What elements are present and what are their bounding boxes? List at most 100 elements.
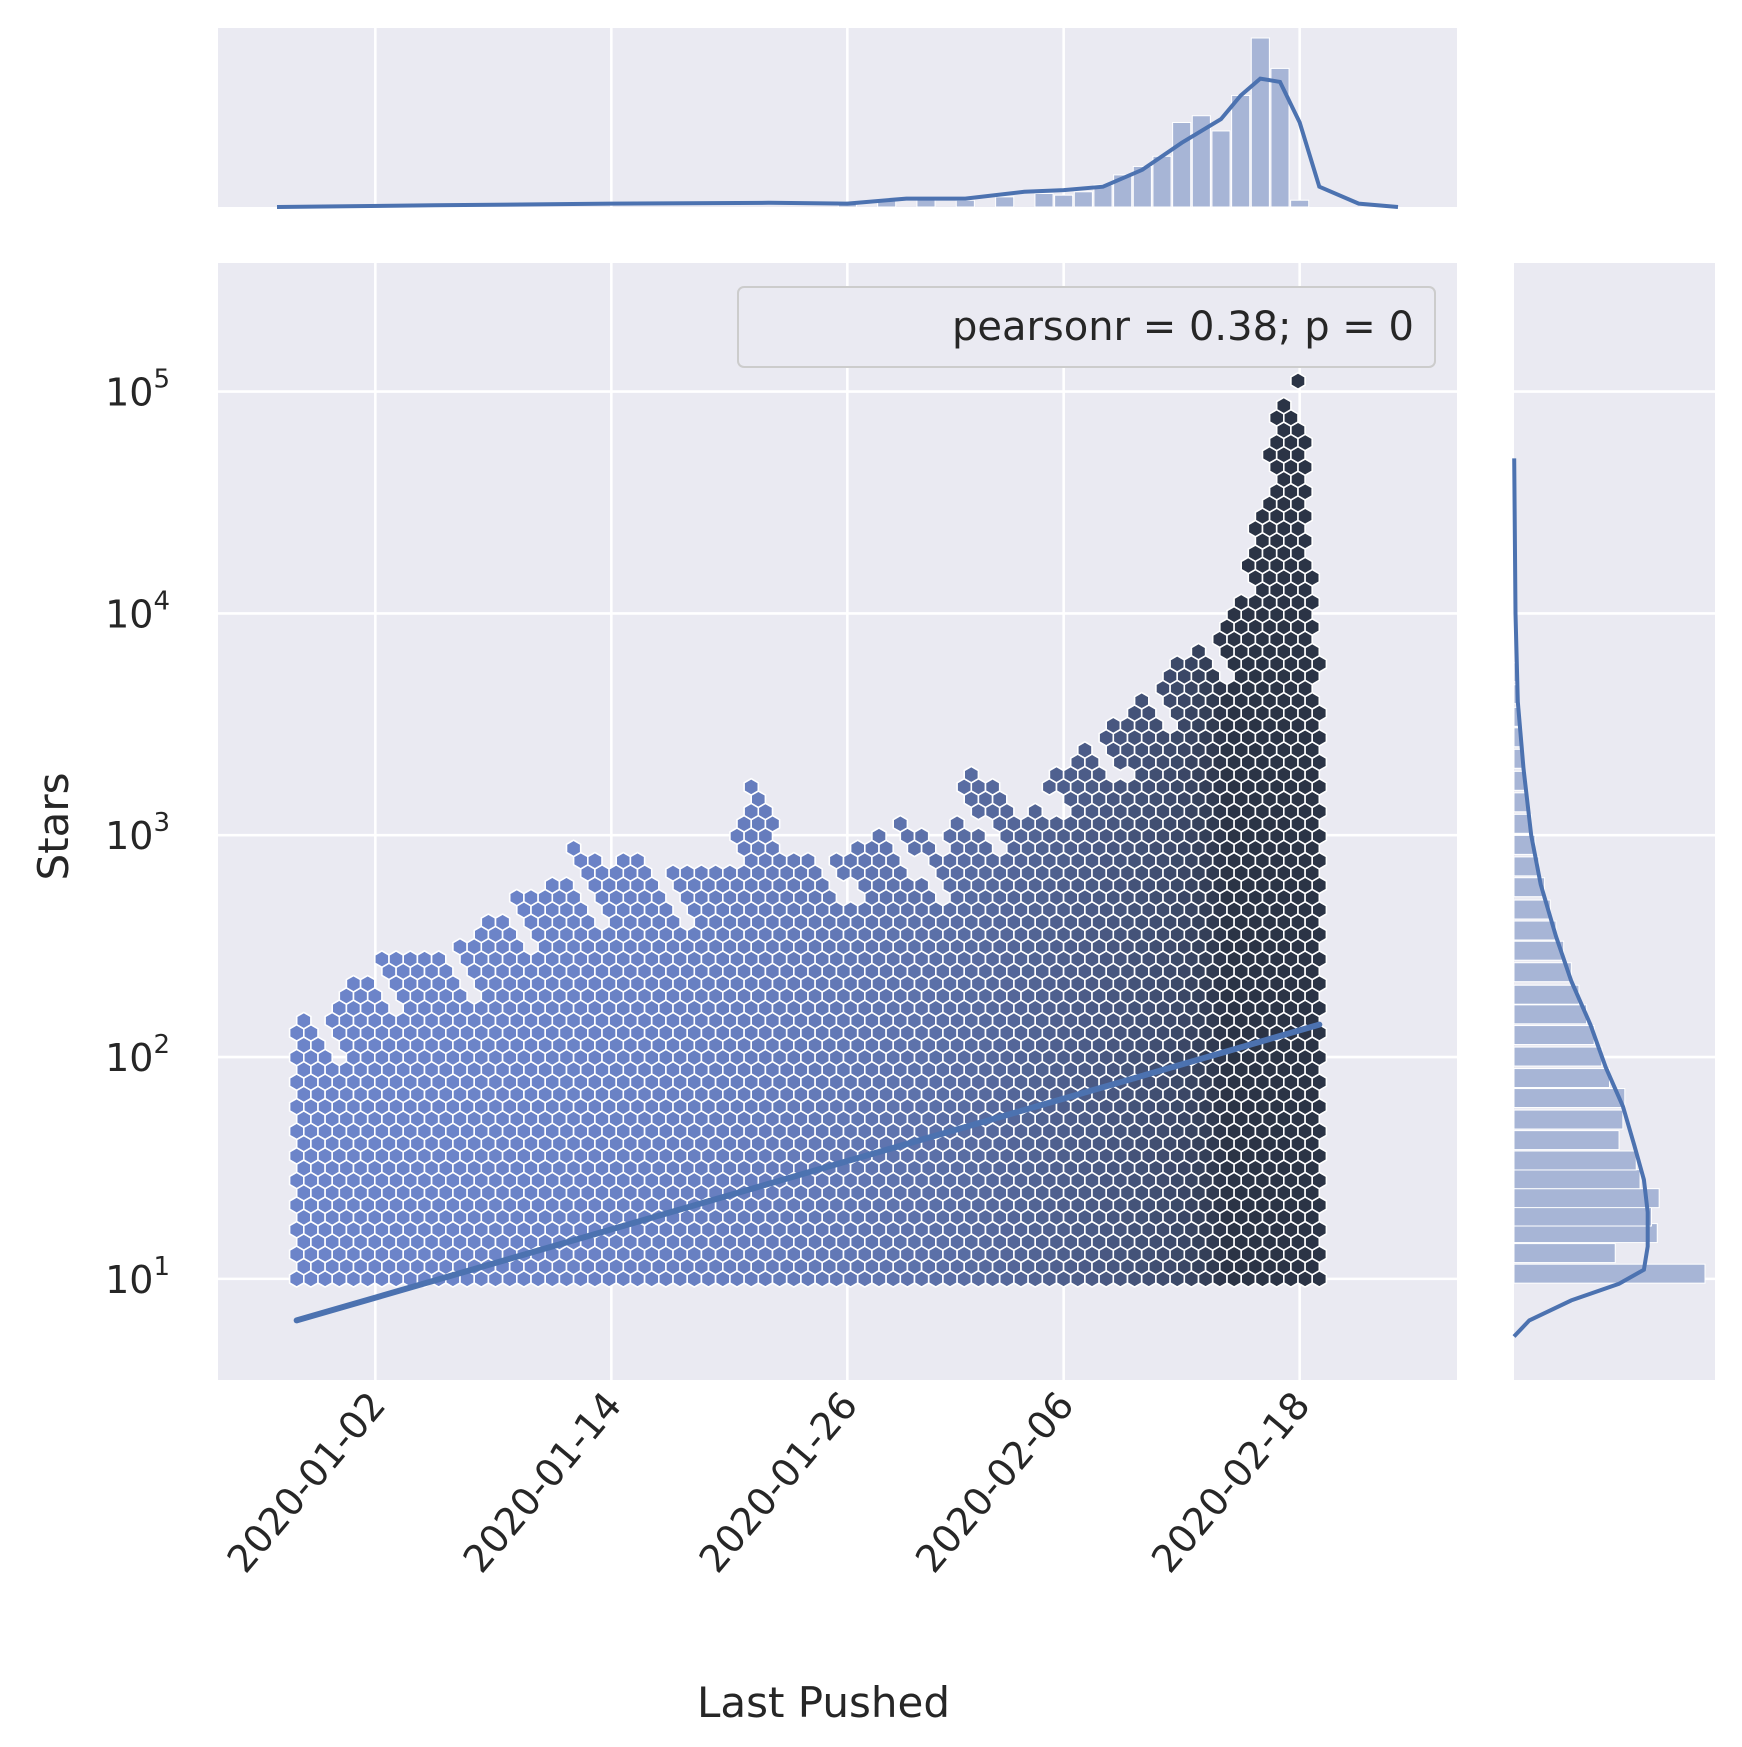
y-marginal-bar: [1513, 1169, 1641, 1190]
y-marginal-bar: [1513, 1130, 1620, 1151]
y-tick-base: 10: [105, 371, 153, 415]
y-tick-base: 10: [105, 592, 153, 636]
hexbin-cell: [984, 777, 1001, 797]
hexbin-cell: [842, 900, 859, 920]
hexbin-cell: [665, 863, 681, 883]
x-marginal-bar: [955, 199, 975, 208]
x-marginal-bar: [1152, 155, 1172, 208]
y-marginal-kde-line: [1512, 458, 1650, 1338]
x-tick-label: 2020-01-26: [691, 1384, 867, 1581]
y-tick-exponent: 2: [153, 1030, 170, 1060]
hexbin-cell: [388, 949, 404, 969]
y-marginal-bar: [1513, 940, 1565, 961]
hexbin-cell: [1048, 814, 1065, 833]
hexbin-cell: [800, 851, 816, 870]
y-axis-label: Stars: [29, 772, 78, 880]
regression-line: [293, 1021, 1323, 1324]
hexbin-cell: [558, 876, 575, 895]
hexbin-cell: [452, 937, 468, 956]
x-marginal-background: [218, 28, 1457, 207]
y-marginal-bar: [1513, 899, 1551, 920]
x-marginal-kde-line: [276, 76, 1399, 209]
hexbin-cell: [345, 974, 362, 993]
y-tick-exponent: 1: [153, 1252, 170, 1282]
x-marginal-bar: [1054, 194, 1074, 208]
hexbin-cell: [913, 826, 930, 846]
x-marginal-bar: [1132, 165, 1152, 208]
y-marginal-bar: [1513, 962, 1572, 983]
y-tick-exponent: 5: [153, 365, 170, 395]
x-marginal-bar: [1034, 192, 1054, 208]
hexbin-cell: [1048, 765, 1065, 784]
hexbin-cell: [785, 851, 802, 870]
y-marginal-bar: [1513, 1004, 1588, 1025]
x-tick-label: 2020-01-14: [455, 1384, 631, 1581]
hexbin-cell: [544, 876, 561, 895]
x-marginal-bar: [1113, 174, 1133, 208]
hexbin-cell: [494, 913, 511, 932]
hexbin-cell: [970, 826, 987, 846]
x-marginal-bar: [1290, 199, 1310, 208]
hexbin-cell: [1133, 691, 1150, 710]
hexbin-cell: [629, 851, 646, 870]
hexbin-cell: [402, 949, 419, 969]
y-marginal-bar: [1513, 1243, 1616, 1264]
y-marginal-bar: [1513, 877, 1546, 898]
x-tick-labels: 2020-01-02 2020-01-14 2020-01-26 2020-02-06…: [219, 1384, 1319, 1581]
hexbin-cell: [963, 765, 980, 784]
y-marginal-bar: [1513, 1046, 1603, 1067]
y-marginal-bar: [1513, 1263, 1706, 1284]
y-marginal-grid: [1514, 390, 1715, 1281]
hexbin-cell: [743, 777, 760, 797]
x-axis-label: Last Pushed: [697, 1678, 950, 1727]
y-marginal-bar: [1513, 1206, 1653, 1227]
x-tick-label: 2020-02-18: [1143, 1384, 1319, 1581]
hexbin-cell: [1290, 371, 1306, 391]
hexbin-cell: [1027, 802, 1044, 821]
y-tick-base: 10: [105, 1036, 153, 1080]
y-marginal-bar: [1513, 1150, 1637, 1171]
y-tick-label: 104: [105, 586, 170, 636]
y-tick-base: 10: [105, 814, 153, 858]
x-marginal-bar: [1231, 94, 1251, 208]
x-marginal-histogram: [837, 37, 1310, 208]
x-marginal-panel: [218, 28, 1457, 209]
hexbin-cell: [693, 863, 710, 883]
y-tick-exponent: 4: [153, 586, 170, 616]
x-marginal-bar: [995, 196, 1015, 208]
x-marginal-bar: [1073, 191, 1093, 208]
y-tick-base: 10: [105, 1258, 153, 1302]
legend-text: pearsonr = 0.38; p = 0: [952, 304, 1414, 350]
y-marginal-bar: [1513, 1068, 1610, 1089]
hexbin-cell: [508, 888, 525, 907]
x-marginal-bar: [1270, 67, 1290, 208]
hexbin-cell: [430, 949, 447, 969]
y-tick-label: 103: [105, 808, 170, 858]
hexbin-cell: [679, 863, 696, 883]
y-tick-label: 105: [105, 365, 170, 415]
hexbin-cell: [1112, 777, 1129, 797]
x-marginal-bar: [1211, 130, 1231, 208]
hexbin-cell: [828, 851, 845, 870]
y-marginal-bar: [1513, 1088, 1626, 1109]
hexbin-cell: [615, 851, 632, 870]
y-marginal-bar: [1513, 920, 1557, 941]
hexbin-cell: [722, 863, 738, 883]
hexbin-cell: [913, 876, 930, 895]
y-tick-label: 102: [105, 1030, 170, 1080]
hexbin-cell: [1275, 396, 1292, 415]
hexbin-cell: [523, 888, 539, 907]
hexbin-cell: [374, 949, 390, 969]
y-marginal-panel: [1512, 263, 1715, 1380]
x-tick-label: 2020-02-06: [907, 1384, 1083, 1581]
hexbin-cell: [1105, 716, 1122, 735]
y-marginal-bar: [1513, 1109, 1624, 1130]
hexbin-cell: [892, 814, 909, 833]
x-marginal-bar: [1172, 122, 1192, 208]
y-marginal-bar: [1513, 1025, 1595, 1046]
legend: pearsonr = 0.38; p = 0: [737, 286, 1436, 368]
y-tick-label: 101: [105, 1252, 170, 1302]
hexbin-cell: [295, 1011, 312, 1030]
